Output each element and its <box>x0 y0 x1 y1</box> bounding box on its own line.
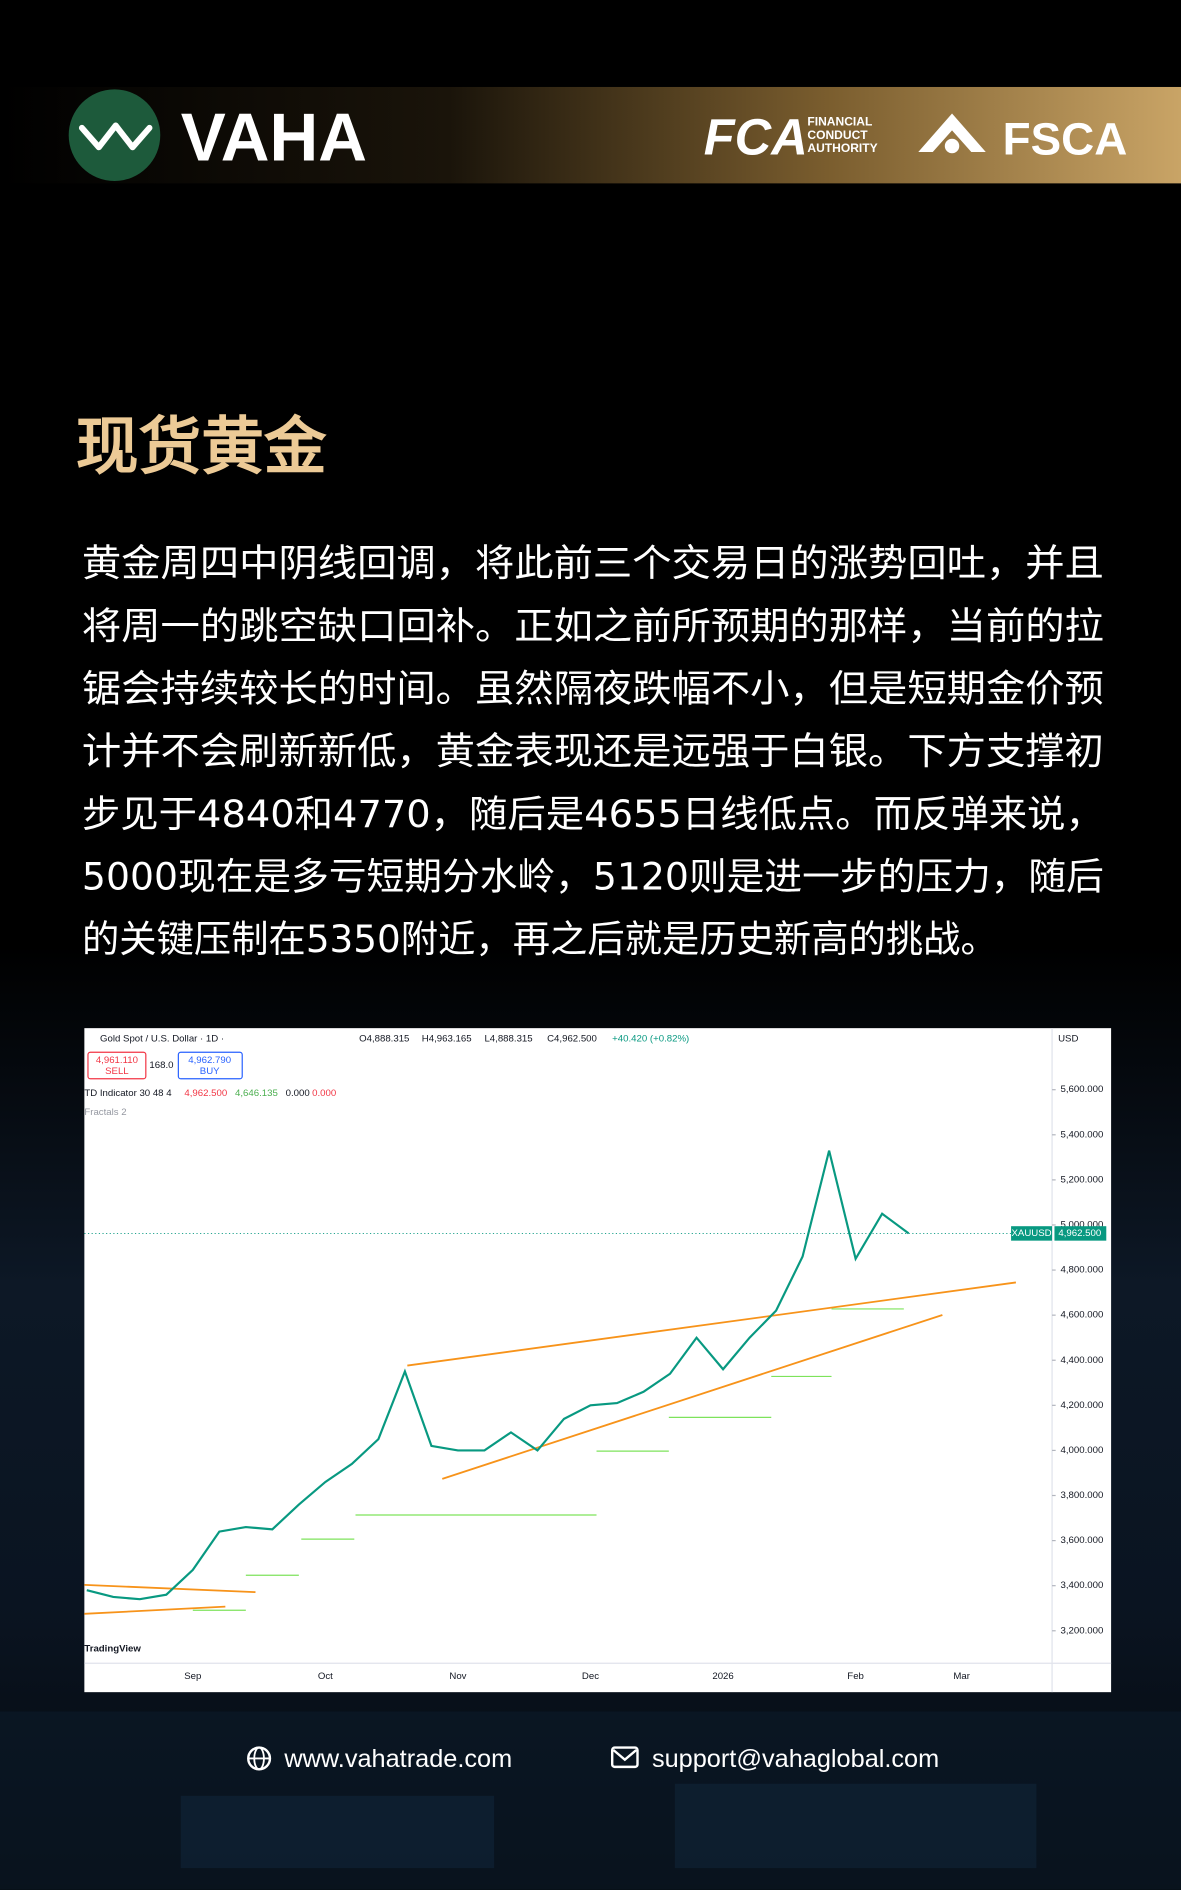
y-tick-label: 5,200.000 <box>1060 1174 1103 1185</box>
fca-line: FINANCIAL <box>807 115 872 129</box>
x-tick-label: Oct <box>318 1671 333 1682</box>
article-line: 5000现在是多亏短期分水岭，5120则是进一步的压力，随后 <box>82 855 1104 899</box>
fractals: Fractals 2 <box>84 1107 126 1118</box>
indicator-value: 4,646.135 <box>235 1088 278 1099</box>
y-tick-label: 4,800.000 <box>1060 1265 1103 1276</box>
fca-line: CONDUCT <box>807 128 868 142</box>
y-tick-label: 3,400.000 <box>1060 1580 1103 1591</box>
y-tick-label: 5,000.000 <box>1060 1220 1103 1231</box>
article-line: 锯会持续较长的时间。虽然隔夜跌幅不小，但是短期金价预 <box>82 667 1104 711</box>
ohlc-value: O4,888.315 <box>359 1034 409 1045</box>
y-tick-label: 3,200.000 <box>1060 1625 1103 1636</box>
logo-circle <box>68 89 161 181</box>
price-line <box>86 1150 910 1601</box>
x-tick-label: Dec <box>582 1671 599 1682</box>
y-tick-label: 3,600.000 <box>1060 1535 1103 1546</box>
currency: USD <box>1058 1034 1078 1045</box>
y-tick-label: 4,000.000 <box>1060 1445 1103 1456</box>
ohlc-value: +40.420 (+0.82%) <box>612 1034 689 1045</box>
logo-mark <box>78 122 153 151</box>
header-band <box>0 86 1181 184</box>
x-tick-label: Sep <box>184 1671 201 1682</box>
support-lines <box>192 1308 904 1611</box>
sell-label: SELL <box>105 1066 129 1077</box>
y-tick-label: 5,600.000 <box>1060 1084 1103 1095</box>
x-tick-label: 2026 <box>712 1671 733 1682</box>
article-line: 步见于4840和4770，随后是4655日线低点。而反弹来说， <box>82 792 1104 836</box>
chart-frame <box>84 1028 1112 1693</box>
article-line: 计并不会刷新新低，黄金表现还是远强于白银。下方支撑初 <box>82 729 1104 773</box>
article-title: 现货黄金 <box>76 410 327 483</box>
price-tag: 4,962.500 <box>1058 1228 1101 1239</box>
fca-line: AUTHORITY <box>807 141 877 155</box>
trend-line <box>407 1281 1017 1367</box>
y-tick-label: 5,400.000 <box>1060 1129 1103 1140</box>
symbol-tag-bg <box>1011 1226 1053 1241</box>
indicator-value: 0.000 <box>312 1088 336 1099</box>
trend-line <box>84 1605 226 1615</box>
trend-line <box>441 1314 943 1480</box>
indicator-value: 4,962.500 <box>184 1088 227 1099</box>
sell-price: 4,961.110 <box>96 1055 138 1066</box>
y-tick-label: 4,600.000 <box>1060 1310 1103 1321</box>
symbol-tag: XAUUSD <box>1012 1228 1052 1239</box>
buy-price: 4,962.790 <box>188 1055 231 1066</box>
fsca-logo: FSCA <box>1003 113 1128 164</box>
article-line: 黄金周四中阴线回调，将此前三个交易日的涨势回吐，并且 <box>82 541 1104 585</box>
sell-button[interactable] <box>87 1051 147 1080</box>
indicator-value: 0.000 <box>286 1088 310 1099</box>
x-tick-label: Feb <box>847 1671 864 1682</box>
article-line: 将周一的跳空缺口回补。正如之前所预期的那样，当前的拉 <box>82 604 1104 648</box>
trend-line <box>84 1584 256 1594</box>
ohlc-value: C4,962.500 <box>547 1034 597 1045</box>
mail-icon <box>612 1749 638 1762</box>
fsca-icon <box>918 113 986 153</box>
x-tick-label: Mar <box>953 1671 970 1682</box>
fca-logo: FCA <box>704 108 808 165</box>
mail-icon <box>610 1746 639 1769</box>
tradingview-logo: TradingView <box>84 1643 141 1654</box>
chart: 4,961.110 SELL 168.0 4,962.790 BUY Gold … <box>84 1028 1112 1693</box>
fsca-icon <box>944 138 960 154</box>
background-screen <box>180 1795 495 1869</box>
buy-label: BUY <box>200 1066 220 1077</box>
article-body: 黄金周四中阴线回调，将此前三个交易日的涨势回吐，并且将周一的跳空缺口回补。正如之… <box>82 541 1104 961</box>
ohlc-value: L4,888.315 <box>484 1034 532 1045</box>
article-line: 的关键压制在5350附近，再之后就是历史新高的挑战。 <box>82 917 998 961</box>
y-tick-label: 4,400.000 <box>1060 1355 1103 1366</box>
email[interactable]: support@vahaglobal.com <box>652 1745 939 1773</box>
website[interactable]: www.vahatrade.com <box>283 1745 512 1773</box>
background-glow <box>0 1711 1181 1890</box>
ohlc-value: H4,963.165 <box>422 1034 472 1045</box>
symbol: Gold Spot / U.S. Dollar · 1D · <box>100 1034 224 1045</box>
indicator: TD Indicator 30 48 4 <box>84 1088 172 1099</box>
y-tick-label: 3,800.000 <box>1060 1490 1103 1501</box>
background-screen <box>674 1783 1037 1869</box>
buy-button[interactable] <box>177 1051 243 1080</box>
spread: 168.0 <box>149 1060 173 1071</box>
x-tick-label: Nov <box>449 1671 466 1682</box>
brand: VAHA <box>181 100 367 175</box>
price-tag-bg <box>1054 1226 1107 1241</box>
y-tick-label: 4,200.000 <box>1060 1400 1103 1411</box>
